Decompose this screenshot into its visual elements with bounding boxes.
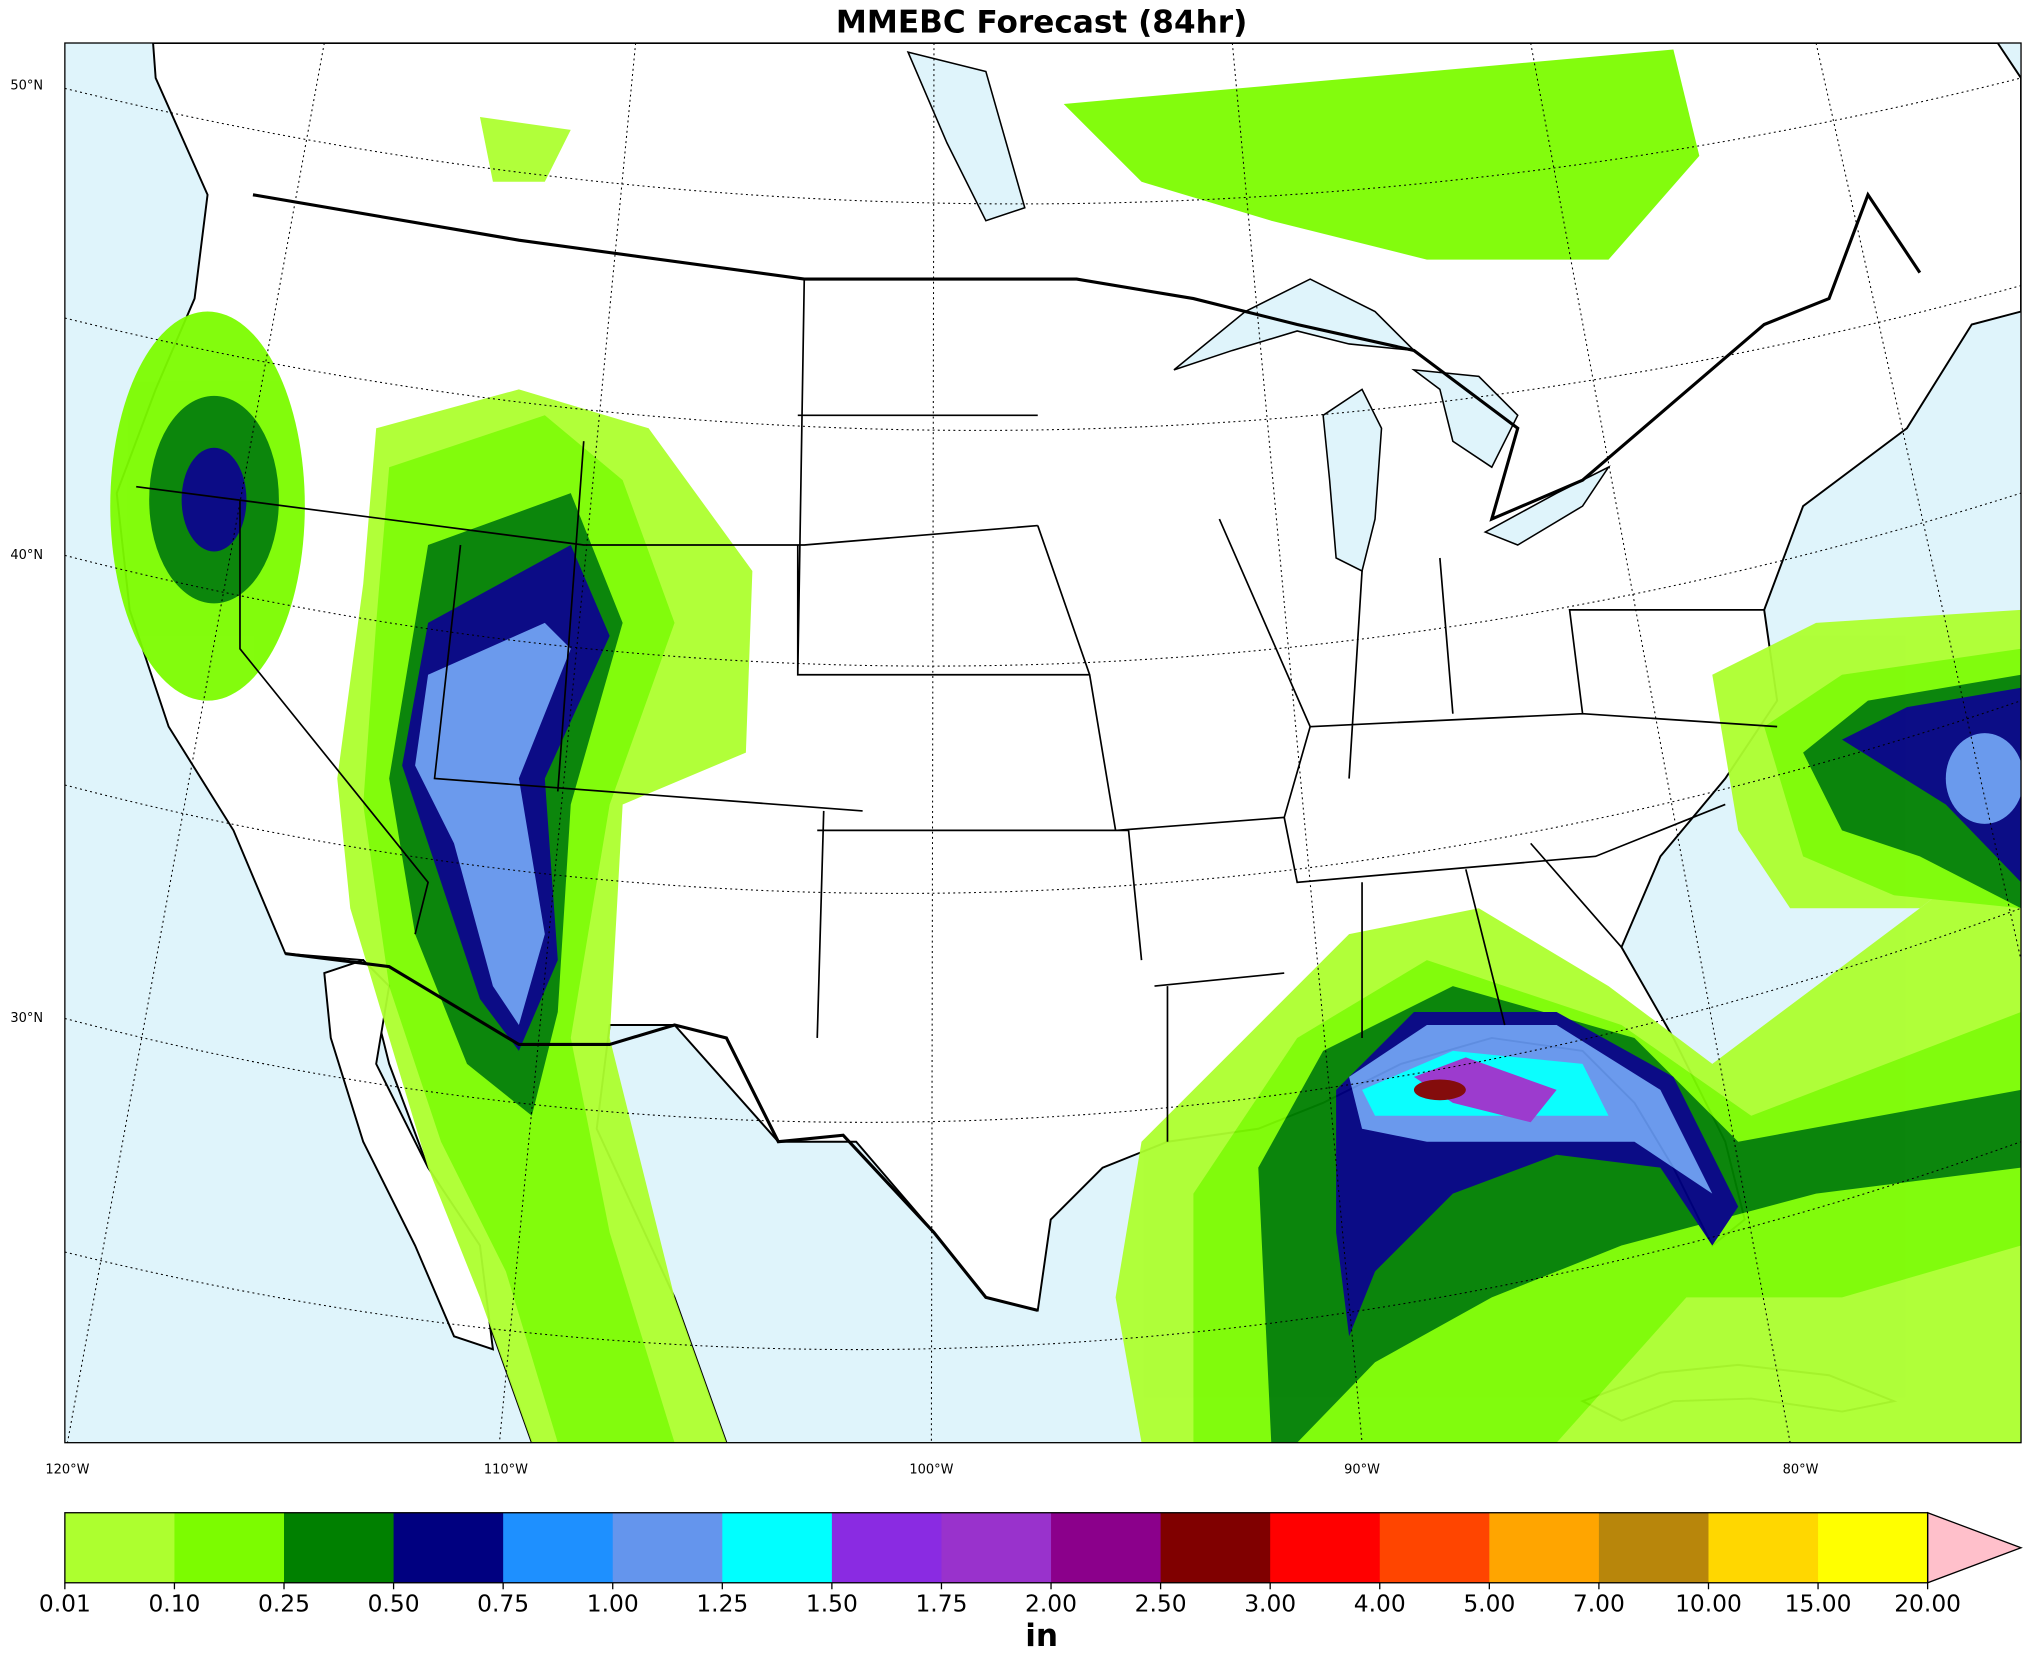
colorbar-segment [1489,1512,1600,1583]
us-canada-border [252,191,1922,522]
colorbar-segment [831,1512,943,1583]
colorbar-tick-label: 1.25 [696,1589,748,1617]
colorbar-frame [64,1512,1929,1584]
us-mexico-border [285,952,1039,1312]
lon-label: 80°W [1783,1462,1819,1477]
colorbar-extend [1926,1511,2023,1584]
colorbar-tick-label: 1.75 [915,1589,967,1617]
colorbar-tick-label: 1.00 [587,1589,639,1617]
baja [323,959,495,1351]
colorbar-tick-label: 15.00 [1785,1589,1852,1617]
colorbar-tick-label: 10.00 [1675,1589,1742,1617]
colorbar-tick-label: 20.00 [1894,1589,1961,1617]
lon-label: 110°W [484,1462,528,1477]
colorbar-segment [1270,1512,1381,1583]
map-title: MMEBC Forecast (84hr) [836,5,1247,41]
colorbar: 0.01 0.10 0.25 0.50 0.75 1.00 1.25 1.50 1.75 2.00… [39,1511,2023,1617]
colorbar-tick-label: 7.00 [1573,1589,1625,1617]
precipitation [110,49,2022,1443]
colorbar-segment [174,1512,285,1583]
lat-label: 50°N [10,78,43,93]
lake-huron [1411,368,1519,469]
colorbar-tick-label: 1.50 [806,1589,858,1617]
lake-erie-ontario [1483,465,1611,546]
colorbar-tick-label: 0.01 [39,1589,91,1617]
colorbar-tick-label: 0.75 [477,1589,529,1617]
colorbar-tick-label: 4.00 [1354,1589,1406,1617]
hudson-bay-lakes [906,50,1026,222]
graticule-labels: 50°N 40°N 30°N 120°W 110°W 100°W 90°W 80°W [10,78,1818,1477]
colorbar-segment [612,1512,723,1583]
lon-label: 90°W [1344,1462,1380,1477]
colorbar-tick-label: 3.00 [1244,1589,1296,1617]
colorbar-segment [1379,1512,1490,1583]
colorbar-segment [1051,1512,1162,1583]
colorbar-segment [1818,1512,1929,1583]
colorbar-segment [393,1512,504,1583]
lat-label: 40°N [10,548,43,563]
colorbar-label: in [1025,1618,1058,1654]
lon-label: 100°W [909,1462,953,1477]
colorbar-tick-label: 2.00 [1025,1589,1077,1617]
map [64,43,2022,1443]
colorbar-segment [503,1512,614,1583]
colorbar-segment [1160,1512,1271,1583]
colorbar-tick-label: 5.00 [1463,1589,1515,1617]
lat-label: 30°N [10,1011,43,1026]
state-borders [136,279,1778,1142]
colorbar-segment [941,1512,1052,1583]
colorbar-segment [1708,1512,1819,1583]
colorbar-segment [64,1512,176,1583]
colorbar-tick-label: 0.10 [148,1589,200,1617]
lake-michigan [1322,388,1383,573]
colorbar-tick-label: 0.50 [368,1589,420,1617]
colorbar-segment [722,1512,833,1583]
colorbar-tick-label: 2.50 [1135,1589,1187,1617]
colorbar-segment [284,1512,395,1583]
graticule [64,43,2022,1443]
map-frame [64,42,2022,1444]
colorbar-segment [1598,1512,1710,1583]
lon-label: 120°W [45,1462,89,1477]
colorbar-tick-label: 0.25 [258,1589,310,1617]
